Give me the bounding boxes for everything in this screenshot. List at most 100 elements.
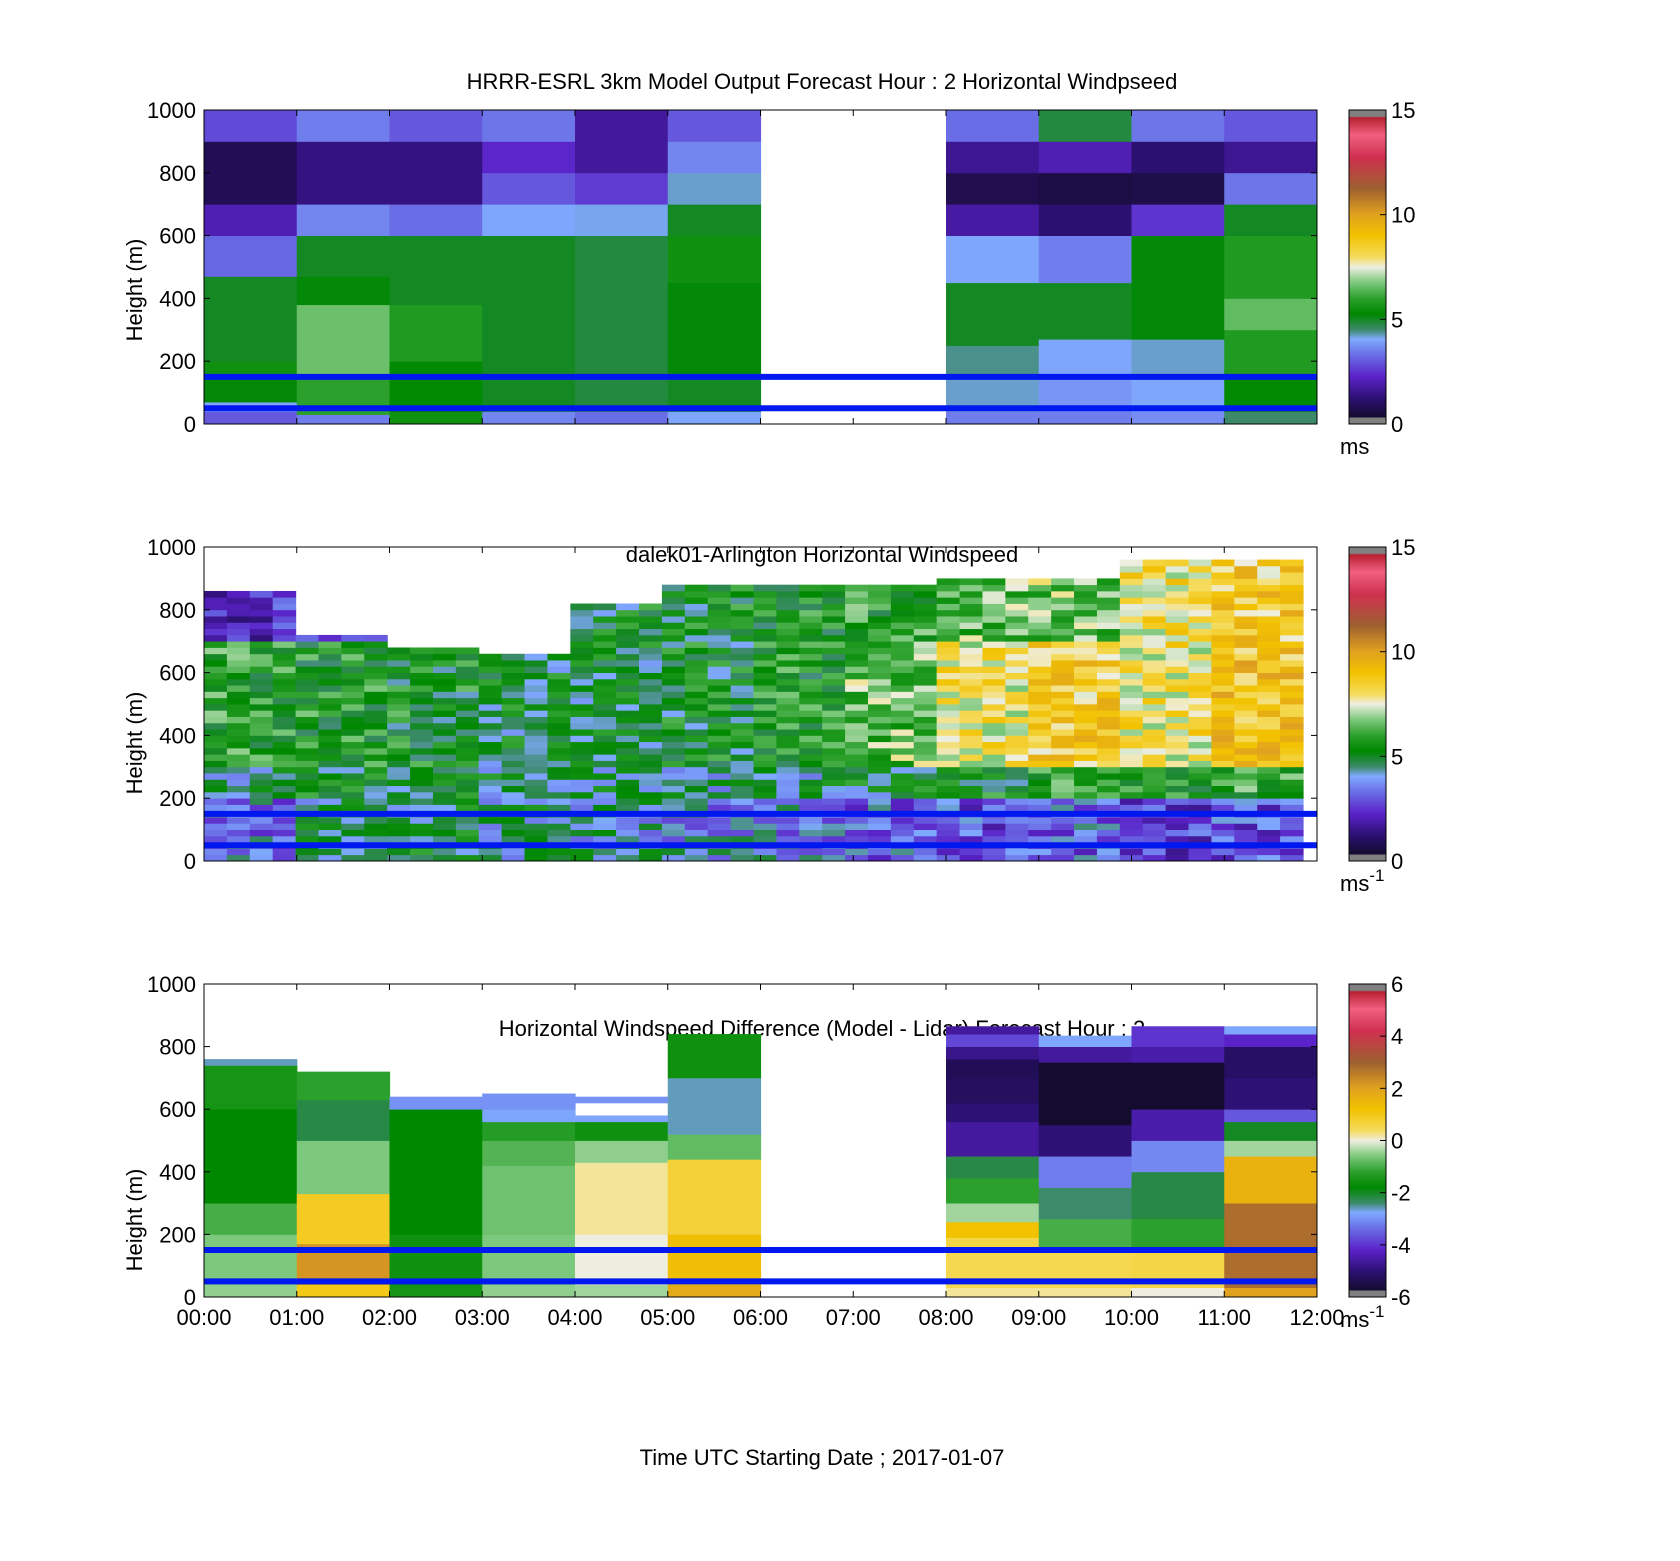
profile-cell (1028, 741, 1052, 749)
profile-cell (318, 685, 342, 692)
heat-cell (1131, 1046, 1225, 1063)
x-axis-label: Time UTC Starting Date ; 2017-01-07 (640, 1445, 1005, 1470)
profile-cell (936, 754, 961, 761)
profile-cell (410, 741, 434, 749)
heat-cell (1038, 141, 1133, 174)
profile-cell (341, 710, 365, 717)
profile-cell (1096, 704, 1121, 711)
profile-cell (1142, 722, 1167, 730)
profile-cell (661, 854, 686, 861)
profile-cell (1074, 647, 1098, 655)
profile-cell (753, 672, 777, 680)
profile-cell (204, 597, 228, 604)
profile-cell (890, 779, 915, 787)
profile-cell (501, 766, 526, 774)
profile-cell (913, 735, 938, 743)
profile-cell (1280, 823, 1304, 830)
profile-cell (661, 729, 686, 736)
profile-cell (204, 804, 228, 812)
profile-cell (455, 704, 480, 711)
profile-cell (959, 704, 984, 711)
profile-cell (936, 829, 961, 837)
profile-cell (272, 647, 297, 655)
profile-cell (1188, 848, 1213, 856)
profile-cell (478, 685, 503, 692)
profile-cell (867, 584, 892, 592)
profile-cell (639, 697, 663, 705)
profile-cell (387, 704, 411, 711)
profile-cell (249, 622, 274, 630)
profile-cell (661, 747, 686, 755)
profile-cell (1074, 584, 1098, 592)
profile-cell (799, 722, 823, 730)
profile-cell (364, 854, 388, 861)
profile-cell (776, 628, 800, 636)
profile-cell (890, 747, 915, 755)
profile-cell (959, 660, 984, 667)
profile-cell (570, 622, 594, 630)
profile-cell (1165, 760, 1190, 768)
profile-cell (295, 835, 320, 843)
profile-cell (341, 666, 365, 673)
profile-cell (593, 854, 617, 861)
profile-cell (547, 716, 571, 724)
profile-cell (1142, 609, 1167, 617)
profile-cell (1142, 597, 1167, 604)
profile-cell (318, 666, 342, 673)
profile-cell (661, 584, 686, 592)
profile-cell (272, 597, 297, 604)
profile-cell (707, 760, 732, 768)
profile-cell (1257, 609, 1281, 617)
profile-cell (707, 817, 732, 824)
profile-cell (204, 641, 228, 648)
profile-cell (249, 773, 274, 780)
profile-cell (547, 823, 571, 830)
profile-cell (913, 823, 938, 830)
profile-cell (249, 678, 274, 686)
profile-cell (1028, 678, 1052, 686)
profile-cell (1142, 590, 1167, 598)
profile-cell (570, 823, 594, 830)
profile-cell (364, 835, 388, 843)
heat-cell (1224, 110, 1317, 142)
profile-cell (1234, 660, 1258, 667)
profile-cell (318, 716, 342, 724)
profile-cell (1119, 779, 1144, 787)
profile-cell (1142, 829, 1167, 837)
profile-cell (272, 590, 297, 598)
profile-cell (272, 791, 297, 799)
profile-cell (364, 660, 388, 667)
profile-cell (478, 735, 503, 743)
profile-cell (1188, 710, 1213, 717)
panel1-ylabel: Height (m) (122, 239, 147, 342)
profile-cell (478, 741, 503, 749)
profile-cell (1119, 666, 1144, 673)
profile-cell (547, 685, 571, 692)
profile-cell (1119, 634, 1144, 642)
profile-cell (890, 616, 915, 623)
profile-cell (1234, 729, 1258, 736)
profile-cell (226, 710, 251, 717)
profile-cell (1074, 817, 1098, 824)
profile-cell (387, 747, 411, 755)
profile-cell (913, 741, 938, 749)
profile-cell (822, 672, 846, 680)
profile-cell (1051, 791, 1075, 799)
profile-cell (982, 578, 1006, 586)
colorbar-tick-label: 2 (1391, 1076, 1403, 1101)
profile-cell (684, 848, 709, 856)
profile-cell (982, 603, 1006, 611)
profile-cell (204, 735, 228, 743)
profile-cell (318, 823, 342, 830)
profile-cell (478, 672, 503, 680)
profile-cell (1211, 578, 1235, 586)
profile-cell (959, 697, 984, 705)
profile-cell (272, 785, 297, 793)
profile-cell (295, 697, 320, 705)
heat-cell (296, 1193, 391, 1245)
profile-cell (295, 848, 320, 856)
profile-cell (1188, 716, 1213, 724)
profile-cell (341, 754, 365, 761)
profile-cell (1234, 634, 1258, 642)
heat-cell (946, 1156, 1040, 1179)
